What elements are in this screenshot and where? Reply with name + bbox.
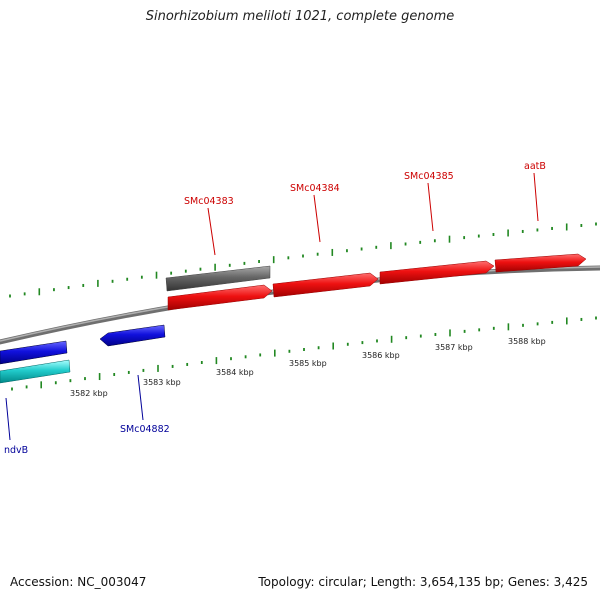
gene-arrow-ndvb[interactable] <box>0 340 68 365</box>
ruler-label: 3588 kbp <box>508 337 546 346</box>
rna-feature-cyan[interactable] <box>0 359 71 384</box>
ruler-label: 3583 kbp <box>143 378 181 387</box>
inner-tick-ring <box>11 316 597 391</box>
leader-ndvb <box>5 397 11 441</box>
map-title: Sinorhizobium meliloti 1021, complete ge… <box>145 9 455 24</box>
gene-arrow-aatb[interactable] <box>494 253 587 273</box>
ruler-label: 3584 kbp <box>216 368 254 377</box>
gene-label-aatb[interactable]: aatB <box>524 161 546 172</box>
ruler-label: 3585 kbp <box>289 359 327 368</box>
feature-gray[interactable] <box>165 265 271 292</box>
outer-tick-ring <box>9 222 597 298</box>
accession-text: Accession: NC_003047 <box>10 575 147 589</box>
gene-arrow-smc04384[interactable] <box>272 272 379 298</box>
gene-label-ndvb[interactable]: ndvB <box>4 445 28 456</box>
leader-smc04882 <box>137 374 144 421</box>
ruler-label: 3582 kbp <box>70 389 108 398</box>
genome-backbone-highlight <box>0 266 600 342</box>
leader-smc04385 <box>427 182 434 232</box>
gene-arrow-smc04882[interactable] <box>99 324 166 347</box>
gene-label-smc04384[interactable]: SMc04384 <box>290 183 340 194</box>
ruler-label: 3586 kbp <box>362 351 400 360</box>
gene-arrow-smc04385[interactable] <box>379 260 495 285</box>
ruler-label: 3587 kbp <box>435 343 473 352</box>
genome-summary-text: Topology: circular; Length: 3,654,135 bp… <box>258 575 588 589</box>
gene-label-smc04383[interactable]: SMc04383 <box>184 196 234 207</box>
leader-smc04383 <box>207 207 216 256</box>
gene-label-smc04882[interactable]: SMc04882 <box>120 424 170 435</box>
genome-backbone <box>0 265 600 345</box>
leader-smc04384 <box>313 194 321 243</box>
gene-label-smc04385[interactable]: SMc04385 <box>404 171 454 182</box>
gene-arrow-smc04383[interactable] <box>167 284 273 311</box>
leader-aatb <box>533 172 539 222</box>
